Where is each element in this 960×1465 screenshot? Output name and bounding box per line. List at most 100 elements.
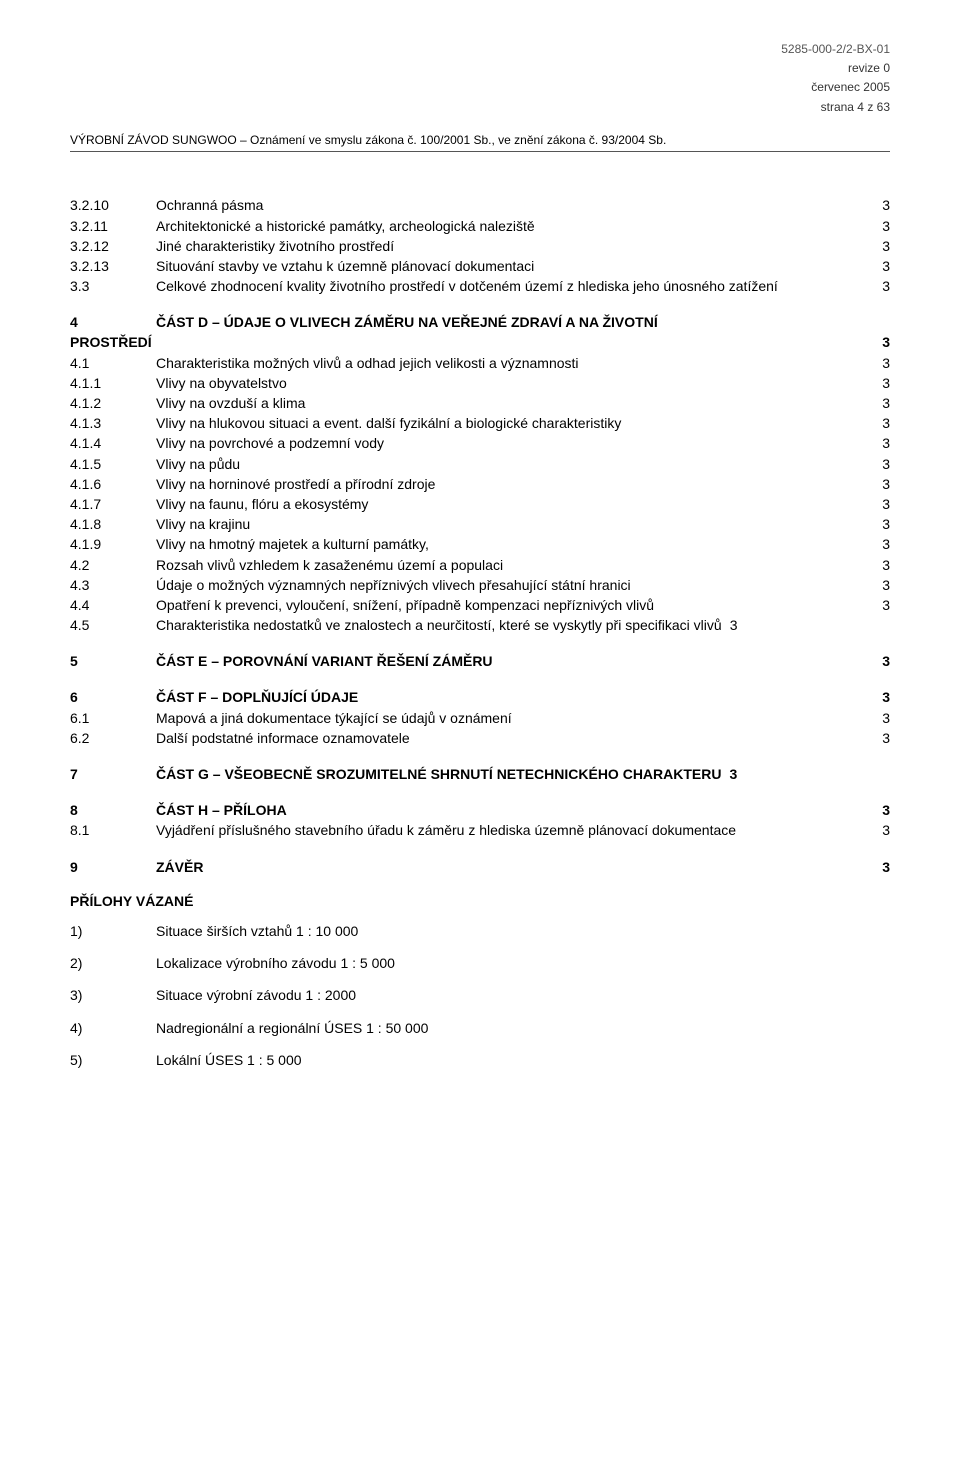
toc-title: Údaje o možných významných nepříznivých … xyxy=(156,576,872,594)
toc-num: 3.2.10 xyxy=(70,196,156,214)
toc-row: 6.2Další podstatné informace oznamovatel… xyxy=(70,729,890,747)
toc-row: 3.2.10Ochranná pásma3 xyxy=(70,196,890,214)
doc-revision: revize 0 xyxy=(70,59,890,78)
attachment-num: 1) xyxy=(70,922,156,940)
toc-page: 3 xyxy=(872,821,890,839)
toc-title: ČÁST H – PŘÍLOHA xyxy=(156,801,872,819)
toc-row: 4.1.1Vlivy na obyvatelstvo3 xyxy=(70,374,890,392)
toc-num: 4.1.2 xyxy=(70,394,156,412)
toc-title: Vlivy na povrchové a podzemní vody xyxy=(156,434,872,452)
toc-page: 3 xyxy=(872,515,890,533)
doc-date: červenec 2005 xyxy=(70,78,890,97)
toc-num: 3.2.13 xyxy=(70,257,156,275)
toc-num: 4.3 xyxy=(70,576,156,594)
toc-gap xyxy=(70,672,890,688)
toc-num: 3.2.11 xyxy=(70,217,156,235)
attachment-text: Situace výrobní závodu 1 : 2000 xyxy=(156,986,890,1004)
attachment-num: 4) xyxy=(70,1019,156,1037)
toc-row-line1: 4ČÁST D – ÚDAJE O VLIVECH ZÁMĚRU NA VEŘE… xyxy=(70,313,890,331)
toc-row: 4.1.5Vlivy na půdu3 xyxy=(70,455,890,473)
toc-num: 4.2 xyxy=(70,556,156,574)
toc-title: Vlivy na ovzduší a klima xyxy=(156,394,872,412)
toc-num: 4.4 xyxy=(70,596,156,614)
toc-title: Architektonické a historické památky, ar… xyxy=(156,217,872,235)
toc-title: Vyjádření příslušného stavebního úřadu k… xyxy=(156,821,872,839)
toc-gap xyxy=(70,785,890,801)
attachment-row: 3)Situace výrobní závodu 1 : 2000 xyxy=(70,986,890,1004)
attachments-list: 1)Situace širších vztahů 1 : 10 0002)Lok… xyxy=(70,922,890,1069)
attachment-row: 5)Lokální ÚSES 1 : 5 000 xyxy=(70,1051,890,1069)
toc-page: 3 xyxy=(872,196,890,214)
toc-num: 3.2.12 xyxy=(70,237,156,255)
toc-row: 3.2.11Architektonické a historické památ… xyxy=(70,217,890,235)
toc-row: 4ČÁST D – ÚDAJE O VLIVECH ZÁMĚRU NA VEŘE… xyxy=(70,313,890,351)
attachments-heading: PŘÍLOHY VÁZANÉ xyxy=(70,892,890,910)
toc-row: 7ČÁST G – VŠEOBECNĚ SROZUMITELNÉ SHRNUTÍ… xyxy=(70,765,890,783)
toc-page: 3 xyxy=(872,237,890,255)
toc-page: 3 xyxy=(872,801,890,819)
toc-num: 4.1 xyxy=(70,354,156,372)
toc-title: Charakteristika možných vlivů a odhad je… xyxy=(156,354,872,372)
toc-title: ČÁST D – ÚDAJE O VLIVECH ZÁMĚRU NA VEŘEJ… xyxy=(156,313,890,331)
toc-num: 6.1 xyxy=(70,709,156,727)
toc-row: 8.1Vyjádření příslušného stavebního úřad… xyxy=(70,821,890,839)
toc-num: 4.1.6 xyxy=(70,475,156,493)
toc-row: 4.1.4Vlivy na povrchové a podzemní vody3 xyxy=(70,434,890,452)
toc-num: 4.1.3 xyxy=(70,414,156,432)
toc-num: 4.1.4 xyxy=(70,434,156,452)
toc-row: 3.2.12Jiné charakteristiky životního pro… xyxy=(70,237,890,255)
toc-title: Vlivy na půdu xyxy=(156,455,872,473)
toc-page: 3 xyxy=(872,535,890,553)
toc-title: Vlivy na hlukovou situaci a event. další… xyxy=(156,414,872,432)
toc-title: Celkové zhodnocení kvality životního pro… xyxy=(156,277,872,295)
toc-row: 4.1.3Vlivy na hlukovou situaci a event. … xyxy=(70,414,890,432)
header-title-row: VÝROBNÍ ZÁVOD SUNGWOO – Oznámení ve smys… xyxy=(70,133,890,153)
toc-title: ZÁVĚR xyxy=(156,858,872,876)
toc-row: 4.1Charakteristika možných vlivů a odhad… xyxy=(70,354,890,372)
toc-page: 3 xyxy=(872,556,890,574)
toc-page: 3 xyxy=(872,217,890,235)
toc-gap xyxy=(70,842,890,858)
toc-row: 4.1.6Vlivy na horninové prostředí a přír… xyxy=(70,475,890,493)
toc-page: 3 xyxy=(872,277,890,295)
toc-page: 3 xyxy=(872,414,890,432)
toc-title: ČÁST E – POROVNÁNÍ VARIANT ŘEŠENÍ ZÁMĚRU xyxy=(156,652,872,670)
toc-page: 3 xyxy=(872,652,890,670)
toc-row: 4.1.2Vlivy na ovzduší a klima3 xyxy=(70,394,890,412)
toc-num: 4.1.1 xyxy=(70,374,156,392)
toc-num: 4.5 xyxy=(70,616,156,634)
toc-title: ČÁST G – VŠEOBECNĚ SROZUMITELNÉ SHRNUTÍ … xyxy=(156,765,729,783)
toc-num: 4 xyxy=(70,313,156,331)
toc-row: 6ČÁST F – DOPLŇUJÍCÍ ÚDAJE3 xyxy=(70,688,890,706)
toc-title: Vlivy na hmotný majetek a kulturní památ… xyxy=(156,535,872,553)
toc-num: 8.1 xyxy=(70,821,156,839)
toc-page: 3 xyxy=(872,576,890,594)
toc-num: 3.3 xyxy=(70,277,156,295)
toc-gap xyxy=(70,636,890,652)
toc-row: 9ZÁVĚR3 xyxy=(70,858,890,876)
toc-title: ČÁST F – DOPLŇUJÍCÍ ÚDAJE xyxy=(156,688,872,706)
toc-gap xyxy=(70,297,890,313)
toc-num: 7 xyxy=(70,765,156,783)
toc-num: 4.1.8 xyxy=(70,515,156,533)
toc-row: 4.1.9Vlivy na hmotný majetek a kulturní … xyxy=(70,535,890,553)
toc-title: Rozsah vlivů vzhledem k zasaženému území… xyxy=(156,556,872,574)
toc-title: Mapová a jiná dokumentace týkající se úd… xyxy=(156,709,872,727)
toc-title: Charakteristika nedostatků ve znalostech… xyxy=(156,616,730,634)
toc-page: 3 xyxy=(872,333,890,351)
toc-row: 6.1Mapová a jiná dokumentace týkající se… xyxy=(70,709,890,727)
toc-num: 4.1.7 xyxy=(70,495,156,513)
attachment-text: Lokalizace výrobního závodu 1 : 5 000 xyxy=(156,954,890,972)
toc-page: 3 xyxy=(872,709,890,727)
attachment-num: 3) xyxy=(70,986,156,1004)
toc-title: Ochranná pásma xyxy=(156,196,872,214)
attachment-text: Nadregionální a regionální ÚSES 1 : 50 0… xyxy=(156,1019,890,1037)
toc-page: 3 xyxy=(872,374,890,392)
toc-num: 6 xyxy=(70,688,156,706)
toc-page: 3 xyxy=(872,858,890,876)
toc-page: 3 xyxy=(729,765,737,783)
toc-page: 3 xyxy=(872,394,890,412)
toc-row: 8ČÁST H – PŘÍLOHA3 xyxy=(70,801,890,819)
attachment-row: 1)Situace širších vztahů 1 : 10 000 xyxy=(70,922,890,940)
toc-row: 4.3Údaje o možných významných nepříznivý… xyxy=(70,576,890,594)
